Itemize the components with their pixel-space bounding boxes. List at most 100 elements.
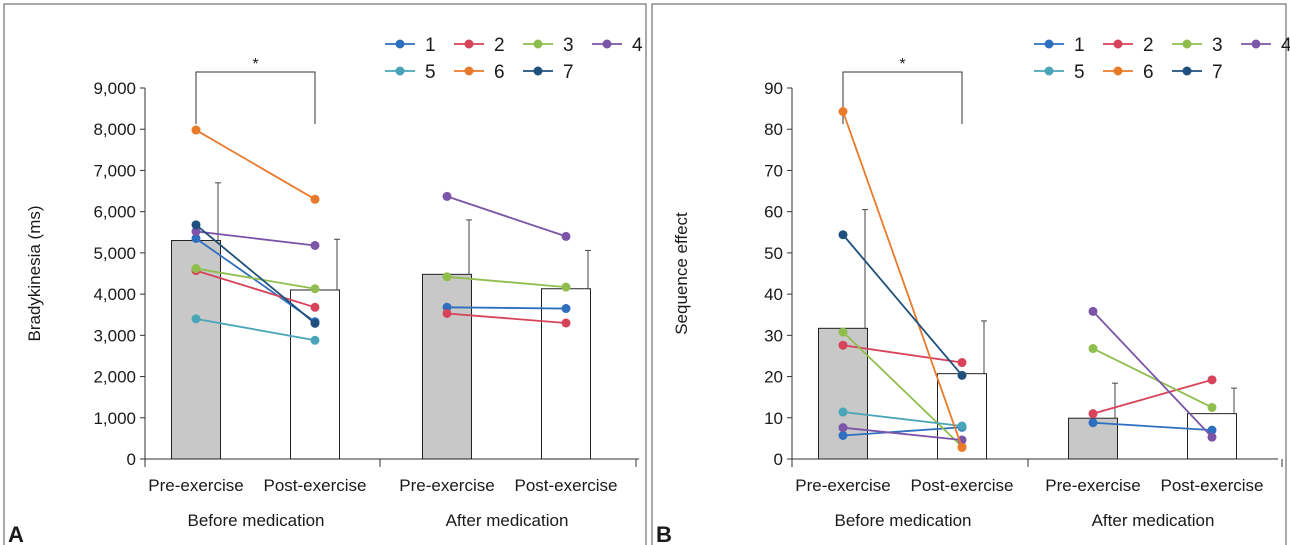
- series-point: [561, 282, 571, 292]
- series-line: [842, 331, 963, 448]
- y-tick-label: 70: [764, 161, 783, 180]
- y-tick-label: 50: [764, 244, 783, 263]
- panel-frame: [3, 3, 647, 545]
- series-point: [1088, 344, 1098, 354]
- series-line: [1092, 310, 1213, 438]
- panel-label: B: [656, 522, 672, 545]
- x-category-label: Post-exercise: [264, 476, 367, 495]
- series-point: [838, 407, 848, 417]
- series-line: [1092, 347, 1213, 409]
- y-tick-label: 20: [764, 368, 783, 387]
- y-tick-label: 60: [764, 203, 783, 222]
- x-group-label: Before medication: [187, 511, 324, 530]
- series-line: [842, 234, 963, 376]
- legend: 1 2 3 4 5 6 7: [385, 35, 643, 83]
- series-line: [446, 195, 567, 238]
- bar: [290, 289, 340, 460]
- legend-swatch-point: [395, 39, 405, 49]
- x-group-label: After medication: [1092, 511, 1215, 530]
- series-point: [310, 335, 320, 345]
- series-point: [957, 370, 967, 380]
- series-point: [310, 240, 320, 250]
- series-point: [191, 226, 201, 236]
- legend: 1 2 3 4 5 6 7: [1034, 35, 1290, 83]
- series-point: [1207, 425, 1217, 435]
- y-tick-label: 4,000: [93, 285, 136, 304]
- series-line: [446, 312, 567, 324]
- legend-swatch-point: [395, 66, 405, 76]
- legend-label: 1: [1074, 35, 1085, 56]
- legend-label: 7: [563, 62, 574, 83]
- significance-bracket: [842, 71, 963, 124]
- x-category-label: Pre-exercise: [399, 476, 494, 495]
- legend-swatch-point: [464, 66, 474, 76]
- y-tick-label: 0: [774, 450, 783, 469]
- series-point: [191, 314, 201, 324]
- legend-label: 4: [632, 35, 643, 56]
- series-point: [1207, 402, 1217, 412]
- series-point: [310, 284, 320, 294]
- legend-swatch-point: [533, 66, 543, 76]
- x-group-label: Before medication: [834, 511, 971, 530]
- series-point: [1088, 409, 1098, 419]
- series-point: [442, 308, 452, 318]
- legend-swatch-point: [1044, 39, 1054, 49]
- series-point: [310, 302, 320, 312]
- x-category-label: Pre-exercise: [1045, 476, 1140, 495]
- bar: [171, 240, 221, 460]
- series-point: [442, 272, 452, 282]
- series-point: [310, 318, 320, 328]
- series-point: [191, 125, 201, 135]
- series-point: [838, 340, 848, 350]
- panel-a: 0 1,000 2,000 3,000 4,000 5,000 6,000 7,000 8,00…: [3, 3, 647, 545]
- series-line: [195, 230, 316, 247]
- series-point: [957, 442, 967, 452]
- series-point: [957, 358, 967, 368]
- series-line: [195, 267, 316, 290]
- y-tick-label: 90: [764, 79, 783, 98]
- series-line: [1092, 421, 1213, 432]
- y-tick-label: 7,000: [93, 161, 136, 180]
- legend-label: 2: [1143, 35, 1154, 56]
- legend-label: 5: [1074, 62, 1085, 83]
- x-category-label: Post-exercise: [1161, 476, 1264, 495]
- y-tick-label: 0: [127, 450, 136, 469]
- series-point: [1207, 432, 1217, 442]
- legend-swatch-point: [1044, 66, 1054, 76]
- series-line: [1092, 378, 1213, 415]
- y-tick-label: 9,000: [93, 79, 136, 98]
- legend-swatch-point: [1113, 66, 1123, 76]
- series-point: [191, 233, 201, 243]
- y-tick-label: 10: [764, 409, 783, 428]
- y-tick-label: 30: [764, 326, 783, 345]
- legend-swatch-point: [1182, 66, 1192, 76]
- x-group-label: After medication: [446, 511, 569, 530]
- legend-label: 6: [494, 62, 505, 83]
- x-category-label: Post-exercise: [911, 476, 1014, 495]
- legend-label: 7: [1212, 62, 1223, 83]
- series-line: [842, 426, 963, 441]
- series-point: [957, 421, 967, 431]
- x-category-label: Pre-exercise: [795, 476, 890, 495]
- legend-swatch-point: [464, 39, 474, 49]
- series-point: [1207, 375, 1217, 385]
- significance-bracket: [195, 71, 316, 124]
- series-point: [838, 423, 848, 433]
- series-point: [1088, 418, 1098, 428]
- series-point: [838, 106, 848, 116]
- series-point: [442, 191, 452, 201]
- series-point: [191, 264, 201, 274]
- y-axis-label: Sequence effect: [672, 212, 691, 335]
- legend-label: 6: [1143, 62, 1154, 83]
- panel-b: 0 10 20 30 40 50 60 70 80 90 Sequence effect * Pre-e…: [651, 3, 1290, 545]
- series-line: [195, 269, 316, 309]
- series-line: [842, 411, 963, 427]
- x-category-label: Post-exercise: [515, 476, 618, 495]
- series-point: [561, 304, 571, 314]
- series-point: [1088, 306, 1098, 316]
- legend-label: 2: [494, 35, 505, 56]
- series-line: [195, 224, 316, 325]
- y-tick-label: 2,000: [93, 368, 136, 387]
